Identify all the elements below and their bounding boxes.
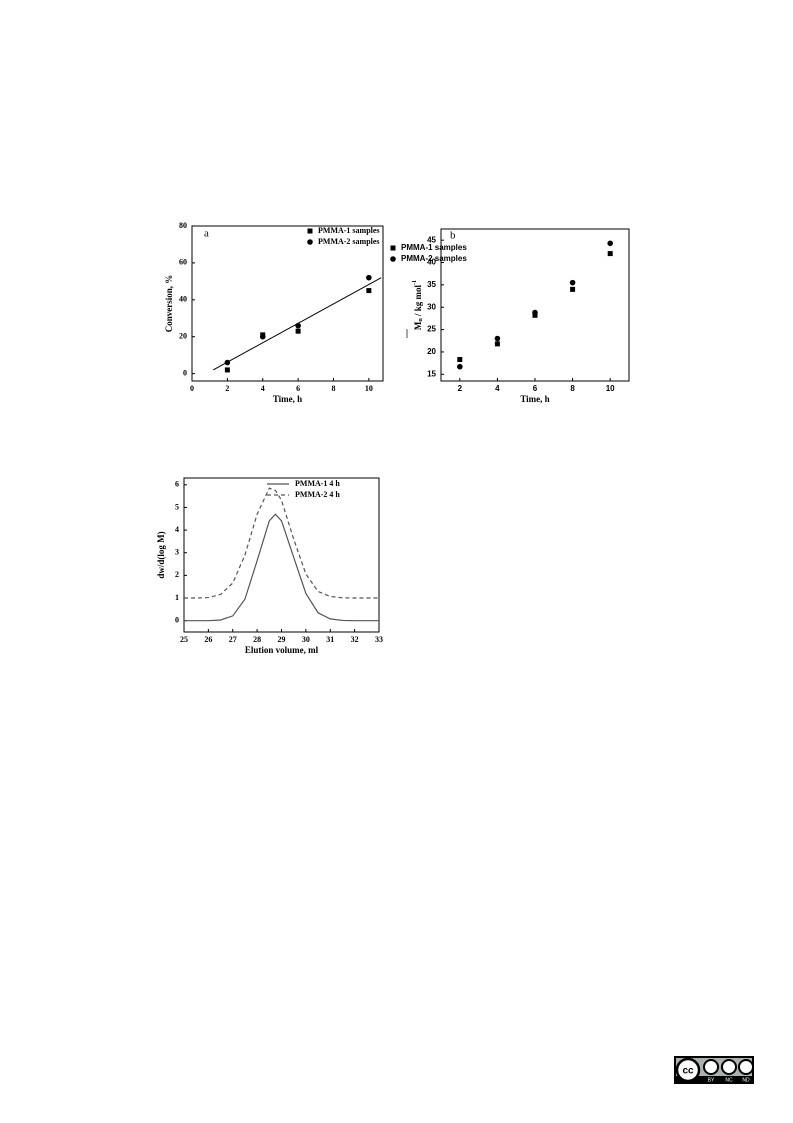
y-tick-label: 35 — [427, 280, 436, 289]
x-tick-label: 31 — [326, 635, 334, 644]
x-tick-label: 29 — [278, 635, 286, 644]
by-icon — [703, 1059, 719, 1075]
plot-frame — [191, 225, 384, 382]
series-line — [184, 487, 379, 599]
y-tick-label: 2 — [175, 570, 179, 579]
series-line — [184, 513, 379, 622]
marker-circle — [607, 240, 613, 247]
x-axis-label: Elution volume, ml — [245, 645, 319, 655]
y-label-text: Conversion, % — [164, 275, 174, 333]
legend-marker — [390, 256, 396, 262]
license-badge: cc BY NC ND — [674, 1056, 754, 1084]
x-tick-label: 32 — [351, 635, 359, 644]
x-tick-label: 0 — [190, 384, 194, 393]
marker-circle — [494, 335, 501, 342]
legend-label: PMMA-1 samples — [401, 243, 467, 252]
y-label-sup: -1 — [412, 280, 418, 285]
x-tick-label: 2 — [458, 384, 463, 393]
marker-circle — [295, 322, 301, 329]
chart: 2 4 6 8 10 15 20 25 30 35 40 45 Time, h Mn / kg mol-1… — [390, 228, 630, 404]
x-tick-label: 30 — [302, 635, 310, 644]
legend-label: PMMA-2 samples — [318, 237, 380, 246]
nd-icon — [738, 1059, 754, 1075]
marker-circle — [532, 309, 538, 316]
y-tick-label: 3 — [175, 548, 179, 557]
marker-circle — [457, 363, 463, 370]
marker-circle — [259, 333, 266, 340]
x-axis-label: Time, h — [520, 394, 549, 404]
chart: 0 2 4 6 8 10 0 20 40 60 80 Time, h Conversion, % a PMM… — [164, 221, 384, 404]
y-tick-label: 40 — [179, 295, 187, 304]
y-tick-label: 60 — [179, 258, 187, 267]
panel-letter: a — [204, 228, 209, 240]
legend-label: PMMA-1 samples — [318, 226, 380, 235]
x-tick-label: 8 — [331, 384, 335, 393]
marker-circle — [224, 359, 231, 366]
y-label-text: dw/d(log M) — [156, 531, 166, 578]
y-tick-label: 30 — [427, 302, 436, 311]
marker-square — [457, 357, 463, 363]
y-label-text: M — [413, 321, 423, 330]
marker-square — [224, 367, 230, 373]
legend-marker — [307, 239, 313, 245]
marker-circle — [569, 279, 576, 286]
cc-text: cc — [682, 1066, 694, 1077]
legend-label: PMMA-1 4 h — [295, 479, 340, 488]
y-tick-label: 4 — [175, 525, 179, 534]
nc-icon — [721, 1059, 737, 1075]
y-axis-label: Mn / kg mol-1 — [412, 280, 424, 330]
y-tick-label: 1 — [175, 593, 179, 602]
y-axis-label: Conversion, % — [164, 275, 174, 333]
y-tick-label: 0 — [183, 368, 187, 377]
y-tick-label: 45 — [427, 235, 436, 244]
y-tick-label: 5 — [175, 502, 179, 511]
license-term: NC — [725, 1077, 733, 1083]
plot-frame — [183, 477, 380, 633]
y-label-text: / kg mol — [413, 284, 423, 318]
x-tick-label: 4 — [495, 384, 500, 393]
cc-circle — [675, 1057, 701, 1083]
marker-square — [494, 341, 500, 347]
x-tick-label: 28 — [253, 635, 261, 644]
legend-label: PMMA-2 samples — [401, 254, 467, 263]
legend-marker — [390, 245, 396, 251]
y-label-sub: n — [418, 318, 424, 322]
marker-square — [570, 286, 576, 292]
x-tick-label: 25 — [180, 635, 188, 644]
y-tick-label: 20 — [427, 347, 436, 356]
x-tick-label: 10 — [606, 384, 615, 393]
y-axis-label: dw/d(log M) — [156, 531, 166, 578]
marker-square — [295, 328, 301, 334]
legend-marker — [307, 228, 313, 234]
chart: 25 26 27 28 29 30 31 32 33 0 1 2 3 4 5 6 Elution volume,… — [156, 477, 383, 655]
legend-label: PMMA-2 4 h — [295, 490, 340, 499]
license-term: ND — [742, 1077, 750, 1083]
x-tick-label: 27 — [229, 635, 237, 644]
x-tick-label: 26 — [204, 635, 212, 644]
marker-circle — [366, 274, 372, 281]
x-axis-label: Time, h — [273, 394, 302, 404]
x-tick-label: 8 — [570, 384, 575, 393]
y-tick-label: 80 — [179, 221, 187, 230]
panel-letter: b — [450, 230, 456, 242]
y-tick-label: 0 — [175, 616, 179, 625]
x-tick-label: 2 — [225, 384, 229, 393]
y-tick-label: 25 — [427, 325, 436, 334]
plot-frame — [440, 228, 630, 382]
x-tick-label: 6 — [296, 384, 300, 393]
x-tick-label: 6 — [533, 384, 538, 393]
license-term: BY — [708, 1077, 715, 1083]
x-tick-label: 33 — [375, 635, 383, 644]
y-tick-label: 6 — [175, 480, 179, 489]
y-tick-label: 15 — [427, 369, 436, 378]
y-tick-label: 40 — [427, 258, 436, 267]
x-tick-label: 4 — [261, 384, 265, 393]
y-tick-label: 20 — [179, 332, 187, 341]
marker-square — [366, 288, 372, 294]
x-tick-label: 10 — [365, 384, 373, 393]
marker-square — [607, 251, 613, 257]
